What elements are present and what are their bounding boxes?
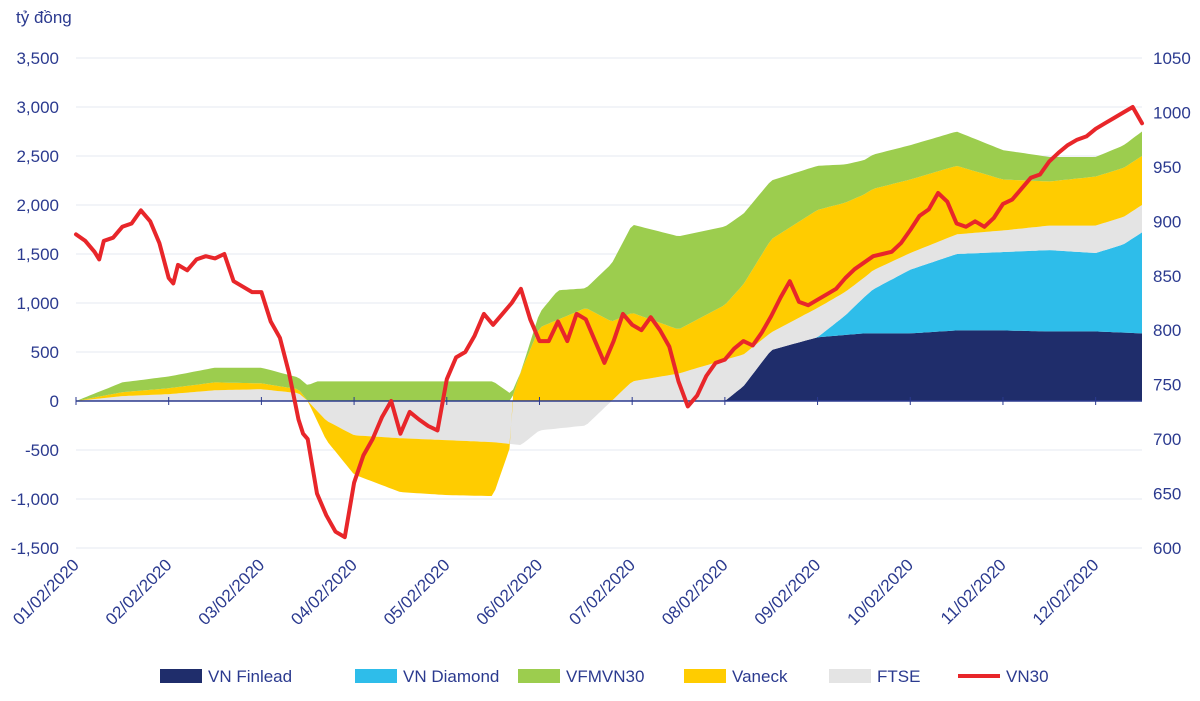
y2-tick-label: 750: [1153, 376, 1181, 395]
legend-swatch-vn-diamond: [355, 669, 397, 683]
vn30-line-group: [74, 105, 1144, 540]
x-tick-label: 02/02/2020: [102, 555, 176, 629]
y-tick-label: 0: [50, 392, 59, 411]
zero-axis: [75, 397, 1142, 405]
y-tick-label: 500: [31, 343, 59, 362]
legend-label: VN30: [1006, 667, 1049, 686]
y2-tick-label: 1000: [1153, 103, 1191, 122]
legend-swatch-vfmvn30: [518, 669, 560, 683]
y2-tick-label: 650: [1153, 485, 1181, 504]
x-tick-label: 11/02/2020: [937, 555, 1010, 628]
x-tick-label: 04/02/2020: [287, 555, 361, 629]
x-tick-label: 06/02/2020: [473, 555, 547, 629]
y2-tick-label: 900: [1153, 212, 1181, 231]
x-tick-label: 08/02/2020: [658, 555, 732, 629]
x-tick-label: 03/02/2020: [195, 555, 269, 629]
y-axis-right: 600 650 700 750 800 850 900 950 1000 1050: [1153, 49, 1191, 558]
stacked-areas: [76, 131, 1142, 496]
legend: VN Finlead VN Diamond VFMVN30 Vaneck FTSE VN3…: [160, 667, 1049, 686]
x-tick-label: 09/02/2020: [751, 555, 825, 629]
y2-tick-label: 800: [1153, 321, 1181, 340]
legend-label: Vaneck: [732, 667, 788, 686]
x-axis: 01/02/2020 02/02/2020 03/02/2020 04/02/2020…: [9, 555, 1102, 629]
y-tick-label: 3,500: [16, 49, 59, 68]
y-tick-label: -1,500: [11, 539, 59, 558]
x-tick-label: 05/02/2020: [380, 555, 454, 629]
y2-tick-label: 950: [1153, 158, 1181, 177]
legend-swatch-vn-finlead: [160, 669, 202, 683]
y-unit-label: tỷ đồng: [16, 8, 72, 27]
legend-label: VN Diamond: [403, 667, 499, 686]
x-tick-label: 07/02/2020: [565, 555, 639, 629]
vn30-line: [74, 105, 1144, 540]
y2-tick-label: 600: [1153, 539, 1181, 558]
legend-swatch-vaneck: [684, 669, 726, 683]
y-tick-label: 1,000: [16, 294, 59, 313]
area-vn-diamond: [76, 232, 1142, 401]
area-vfmvn30: [76, 131, 1142, 401]
area-vn-finlead: [76, 330, 1142, 401]
y2-tick-label: 700: [1153, 430, 1181, 449]
x-tick-label: 12/02/2020: [1029, 555, 1103, 629]
area-ftse: [76, 205, 1142, 445]
legend-label: FTSE: [877, 667, 920, 686]
legend-label: VN Finlead: [208, 667, 292, 686]
y2-tick-label: 1050: [1153, 49, 1191, 68]
legend-label: VFMVN30: [566, 667, 644, 686]
y2-tick-label: 850: [1153, 267, 1181, 286]
x-tick-label: 01/02/2020: [9, 555, 83, 629]
y-tick-label: 2,000: [16, 196, 59, 215]
y-tick-label: 2,500: [16, 147, 59, 166]
y-tick-label: -500: [25, 441, 59, 460]
legend-swatch-ftse: [829, 669, 871, 683]
y-tick-label: 1,500: [16, 245, 59, 264]
x-tick-label: 10/02/2020: [843, 555, 917, 629]
y-axis-left: -1,500 -1,000 -500 0 500 1,000 1,500 2,000 2,500…: [11, 49, 59, 558]
area-vaneck: [76, 156, 1142, 496]
y-tick-label: -1,000: [11, 490, 59, 509]
y-tick-label: 3,000: [16, 98, 59, 117]
